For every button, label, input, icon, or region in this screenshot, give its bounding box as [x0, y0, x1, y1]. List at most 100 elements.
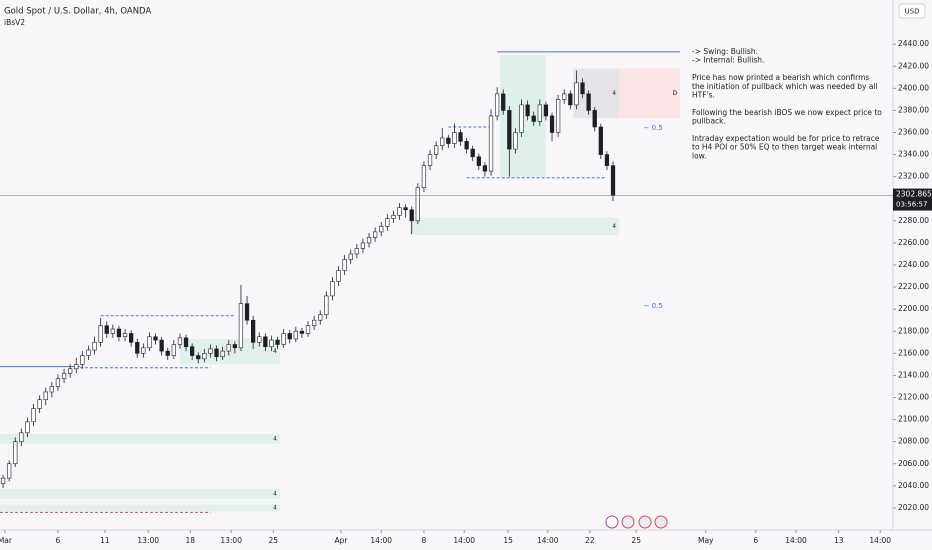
candle-body — [348, 253, 353, 260]
y-tick-label: 2420.00 — [898, 61, 929, 70]
candle-body — [464, 141, 469, 150]
candle-body — [25, 421, 30, 434]
chart-title: Gold Spot / U.S. Dollar, 4h, OANDA — [4, 7, 151, 17]
candle-body — [183, 337, 189, 348]
candle-body — [507, 110, 512, 150]
candle-body — [141, 347, 146, 354]
candle-body — [501, 93, 506, 111]
candle-body — [220, 350, 225, 357]
candle-body — [135, 341, 140, 354]
candle-body — [177, 337, 183, 345]
candle-body — [519, 104, 524, 133]
currency-button[interactable] — [898, 3, 926, 19]
candle-body — [379, 226, 384, 233]
candle-body — [403, 207, 408, 211]
candle-body — [366, 237, 372, 244]
candle-body — [440, 137, 445, 147]
candle-body — [238, 303, 244, 349]
candle-body — [598, 126, 603, 155]
x-tick-label: 14:00 — [869, 536, 891, 545]
x-tick-label: 6 — [753, 536, 758, 545]
candle-body — [159, 339, 164, 352]
event-icons — [605, 515, 668, 529]
candle-body — [49, 386, 54, 393]
zone-label: 4 — [273, 435, 277, 442]
y-tick-label: 2100.00 — [898, 415, 929, 424]
x-tick-label: 13:00 — [220, 536, 242, 545]
note-line: pullback. — [692, 117, 726, 126]
y-tick-label: 2180.00 — [898, 326, 929, 335]
candle-body — [421, 165, 427, 189]
y-tick-label: 2040.00 — [898, 481, 929, 490]
candle-body — [98, 325, 103, 343]
last-price-label: 2302.865 — [896, 190, 932, 199]
candle-body — [299, 330, 305, 334]
candle-body — [251, 319, 256, 343]
x-tick-label: Apr — [334, 536, 348, 545]
candle-body — [568, 93, 573, 106]
candle-body — [434, 145, 439, 155]
y-tick-label: 2220.00 — [898, 282, 929, 291]
fib-label: − 0.5 — [644, 124, 663, 132]
note-line: Price has now printed a bearish which co… — [692, 73, 869, 82]
x-tick-label: 14:00 — [537, 536, 559, 545]
x-tick-label: 14:00 — [785, 536, 807, 545]
candle-body — [171, 344, 176, 356]
candle-body — [153, 336, 158, 341]
candle-body — [354, 248, 359, 255]
axis: 2020.00 2040.00 2060.00 2080.00 2100.00 2120.… — [0, 39, 929, 545]
x-tick-label: 14:00 — [370, 536, 392, 545]
candle-body — [360, 242, 366, 249]
candle-body — [281, 333, 286, 345]
zone-label: D — [672, 90, 677, 97]
note-line: low. — [692, 151, 707, 160]
candle-body — [531, 115, 536, 122]
note-line: Intraday expectation would be for price … — [692, 134, 880, 143]
candle-body — [129, 333, 134, 343]
indicator-name: iBsV2 — [4, 18, 25, 27]
y-tick-label: 2060.00 — [898, 459, 929, 468]
y-tick-label: 2020.00 — [898, 503, 929, 512]
candle-body — [482, 165, 488, 172]
candle-body — [586, 93, 591, 111]
candle-body — [104, 325, 109, 334]
candle-body — [275, 339, 280, 345]
candle-body — [555, 99, 561, 133]
candle-body — [232, 344, 237, 349]
candle-body — [43, 391, 48, 401]
note-line: -> Swing: Bullish. — [692, 47, 758, 56]
candle-body — [122, 333, 128, 338]
event-icon[interactable] — [605, 515, 619, 529]
candle-body — [476, 156, 481, 166]
candle-body — [287, 333, 292, 340]
y-tick-label: 2400.00 — [898, 83, 929, 92]
zone — [409, 217, 620, 236]
candle-body — [147, 336, 152, 349]
candle-body — [446, 137, 451, 144]
candle-body — [336, 270, 341, 282]
currency[interactable]: USD — [905, 8, 920, 16]
candle-body — [68, 368, 73, 374]
zone-label: 4 — [273, 504, 277, 511]
event-icon[interactable] — [654, 515, 668, 529]
y-tick-label: 2440.00 — [898, 39, 929, 48]
candle-body — [610, 165, 616, 196]
fib-label: − 0.5 — [644, 302, 663, 310]
candle-body — [80, 355, 85, 365]
candle-body — [494, 93, 500, 117]
y-tick-label: 2240.00 — [898, 260, 929, 269]
event-icon[interactable] — [621, 515, 635, 529]
candle-body — [263, 336, 268, 348]
note-line: Following the bearish iBOS we now expect… — [692, 108, 882, 117]
candle-body — [202, 353, 207, 360]
event-icon[interactable] — [638, 515, 652, 529]
candle-body — [208, 348, 213, 354]
last-price-box — [893, 188, 932, 211]
candle-body — [226, 344, 231, 352]
candle-body — [0, 477, 6, 484]
candle-body — [293, 330, 298, 340]
candle-body — [214, 348, 219, 357]
note-line: to H4 POI or 50% EQ to then target weak … — [692, 143, 877, 152]
